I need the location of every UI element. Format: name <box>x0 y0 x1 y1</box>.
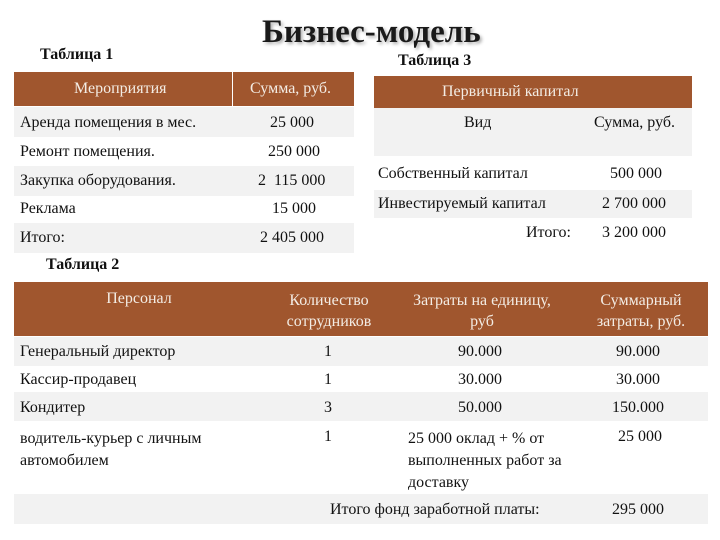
table2-total-label: Итого фонд заработной платы: <box>330 501 540 518</box>
table2-cell: 50.000 <box>458 399 502 416</box>
table3-col-header-type: Вид <box>464 114 492 131</box>
table1-header-divider <box>232 72 233 106</box>
table2-cell: Генеральный директор <box>20 343 176 360</box>
table2-cell: 1 <box>324 371 332 388</box>
table1-total-value: 2 405 000 <box>260 229 324 246</box>
table2-cell: 30.000 <box>616 371 660 388</box>
table3-row-bg <box>374 190 692 218</box>
page-title: Бизнес-модель <box>262 14 481 50</box>
table3-cell: 2 700 000 <box>602 195 666 212</box>
table1-total-label: Итого: <box>20 229 65 246</box>
table2-col-header-count: Количество сотрудников <box>286 292 372 330</box>
table2-cell: 3 <box>324 399 332 416</box>
table2-cell: 90.000 <box>616 343 660 360</box>
table1-header <box>14 72 354 106</box>
table3-col-header-sum: Сумма, руб. <box>594 114 676 131</box>
table2-row-bg <box>14 494 708 524</box>
table2-col-header-total-cost: Суммарный затраты, руб. <box>596 292 686 330</box>
table1-col-header-sum: Сумма, руб. <box>250 80 332 97</box>
table3-header-label: Первичный капитал <box>442 83 579 100</box>
table1-col-header-events: Мероприятия <box>74 80 167 97</box>
table1-cell: 15 000 <box>272 200 316 217</box>
table1-row-bg <box>14 223 354 253</box>
table2-cell: Кассир-продавец <box>20 371 137 388</box>
table1-cell: 25 000 <box>270 114 314 131</box>
table2-col-header-staff: Персонал <box>106 290 172 307</box>
table2-cell: водитель-курьер с личным автомобилем <box>20 430 202 469</box>
table3-total-value: 3 200 000 <box>602 224 666 241</box>
table2-col-header-unit-cost: Затраты на единицу, руб <box>413 292 551 330</box>
table2-cell: Кондитер <box>20 399 86 416</box>
table2-total-value: 295 000 <box>612 501 664 518</box>
table1-cell: Закупка оборудования. <box>20 172 176 189</box>
table3-cell: 500 000 <box>610 165 662 182</box>
table3-subheader-bg <box>374 108 692 156</box>
table3-header <box>374 76 692 108</box>
table1-cell: 2 115 000 <box>258 172 326 189</box>
table1-row-bg <box>14 107 354 137</box>
table2-cell: 25 000 <box>618 428 662 445</box>
table2-row-bg <box>14 392 708 421</box>
table2-cell: 25 000 оклад + % от выполненных работ за… <box>408 430 562 491</box>
table3-total-label: Итого: <box>526 224 571 241</box>
table2-cell: 1 <box>324 343 332 360</box>
table2-header <box>14 282 708 336</box>
table3-cell: Собственный капитал <box>378 165 528 182</box>
table2-cell: 150.000 <box>612 399 664 416</box>
table1-cell: 250 000 <box>268 143 320 160</box>
table2-cell: 30.000 <box>458 371 502 388</box>
table3-cell: Инвестируемый капитал <box>378 195 546 212</box>
table1-row-bg <box>14 166 354 196</box>
table2-row-bg <box>14 337 708 366</box>
table1-caption: Таблица 1 <box>40 46 114 63</box>
table1-cell: Аренда помещения в мес. <box>20 114 197 131</box>
table2-cell: 90.000 <box>458 343 502 360</box>
table3-caption: Таблица 3 <box>398 52 472 69</box>
table1-cell: Ремонт помещения. <box>20 143 155 160</box>
table1-cell: Реклама <box>20 200 76 217</box>
table2-cell: 1 <box>324 428 332 445</box>
table2-caption: Таблица 2 <box>46 256 120 273</box>
